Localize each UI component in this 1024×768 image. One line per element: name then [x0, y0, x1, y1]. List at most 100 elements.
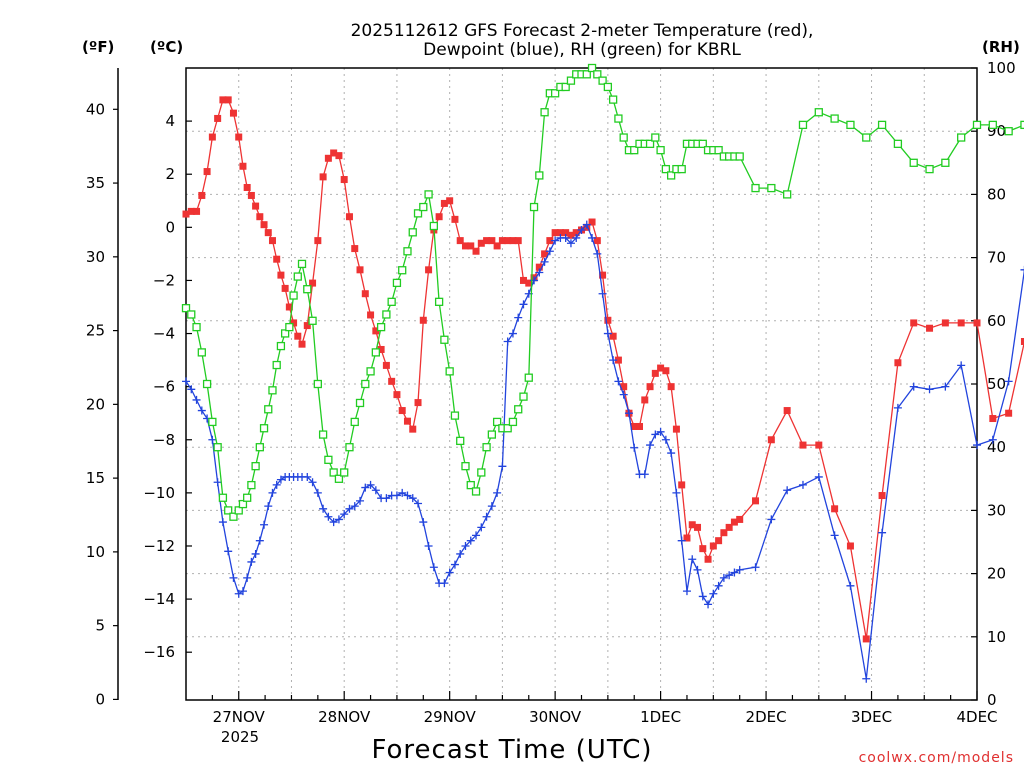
data-point: [503, 424, 512, 433]
data-point: [577, 225, 586, 234]
data-point: [714, 146, 723, 155]
data-point: [603, 82, 613, 92]
data-point: [725, 523, 733, 531]
fahrenheit-tick-label: 40: [86, 100, 105, 118]
data-point: [313, 379, 322, 389]
x-tick-label: 2DEC: [746, 708, 787, 726]
data-point: [319, 504, 328, 513]
chart-title-line2: Dewpoint (blue), RH (green) for KBRL: [423, 40, 741, 60]
data-point: [989, 415, 997, 423]
data-point: [540, 257, 549, 266]
data-point: [693, 565, 702, 574]
data-point: [614, 377, 623, 386]
data-point: [514, 237, 522, 245]
fahrenheit-tick-label: 15: [86, 469, 105, 487]
data-point: [414, 399, 422, 407]
data-point: [704, 600, 713, 609]
data-point: [446, 197, 454, 205]
data-point: [451, 215, 459, 223]
data-point: [814, 472, 823, 481]
data-point: [268, 237, 276, 245]
data-point: [514, 405, 523, 414]
data-point: [403, 247, 412, 256]
data-point: [483, 237, 491, 245]
data-point: [224, 96, 232, 104]
rh-tick-label: 50: [987, 375, 1006, 393]
data-point: [640, 470, 649, 479]
data-point: [235, 133, 243, 141]
data-point: [477, 468, 486, 477]
data-point: [445, 568, 454, 577]
data-point: [1004, 127, 1013, 136]
celsius-tick-label: −4: [153, 325, 175, 343]
data-point: [181, 304, 191, 313]
data-point: [477, 239, 485, 247]
rh-tick-label: 40: [987, 438, 1006, 456]
data-point: [456, 237, 464, 245]
data-point: [656, 146, 665, 155]
data-point: [413, 209, 423, 218]
data-point: [730, 518, 738, 526]
data-point: [408, 228, 417, 237]
data-point: [260, 221, 268, 229]
data-point: [445, 367, 454, 376]
data-point: [376, 322, 386, 332]
celsius-tick-label: 2: [165, 165, 175, 183]
data-point: [187, 207, 195, 215]
data-point: [285, 322, 294, 332]
data-point: [672, 488, 681, 497]
data-point: [440, 199, 448, 207]
data-point: [434, 297, 444, 306]
data-point: [361, 483, 370, 492]
data-point: [941, 158, 950, 167]
data-point: [334, 474, 344, 483]
data-point: [587, 63, 597, 73]
data-point: [504, 237, 512, 245]
data-point: [208, 133, 216, 141]
grid-lines: [186, 68, 977, 700]
data-point: [366, 367, 375, 376]
data-point: [382, 494, 391, 503]
data-point: [324, 455, 333, 464]
data-point: [893, 403, 902, 412]
data-point: [493, 488, 502, 497]
data-point: [377, 345, 385, 353]
data-point: [398, 488, 407, 497]
data-point: [243, 573, 252, 582]
x-tick-label: 30NOV: [529, 708, 582, 726]
series-relative-humidity: [181, 63, 1024, 521]
data-point: [387, 297, 396, 306]
data-point: [403, 417, 411, 425]
data-point: [783, 407, 791, 415]
data-point: [208, 417, 217, 427]
data-point: [356, 266, 364, 274]
data-point: [604, 316, 612, 324]
data-point: [313, 488, 322, 497]
data-point: [314, 237, 322, 245]
data-point: [239, 162, 247, 170]
data-point: [593, 237, 601, 245]
fahrenheit-tick-label: 5: [95, 617, 105, 635]
data-point: [238, 499, 248, 509]
fahrenheit-tick-label: 30: [86, 248, 105, 266]
data-point: [329, 518, 338, 527]
data-point: [229, 109, 237, 117]
data-point: [247, 480, 256, 490]
data-point: [340, 176, 348, 184]
x-tick-label: 4DEC: [956, 708, 997, 726]
data-point: [414, 499, 423, 508]
data-point: [482, 443, 491, 452]
data-point: [508, 417, 518, 427]
data-point: [466, 536, 475, 545]
data-point: [1005, 409, 1013, 417]
data-point: [678, 481, 686, 489]
data-point: [498, 462, 507, 471]
celsius-tick-label: −6: [153, 378, 175, 396]
data-point: [508, 329, 517, 338]
data-point: [519, 392, 528, 401]
data-point: [182, 377, 190, 386]
data-point: [572, 229, 580, 237]
data-point: [255, 443, 264, 452]
fahrenheit-unit-label: (ºF): [82, 38, 114, 56]
data-point: [224, 547, 233, 556]
